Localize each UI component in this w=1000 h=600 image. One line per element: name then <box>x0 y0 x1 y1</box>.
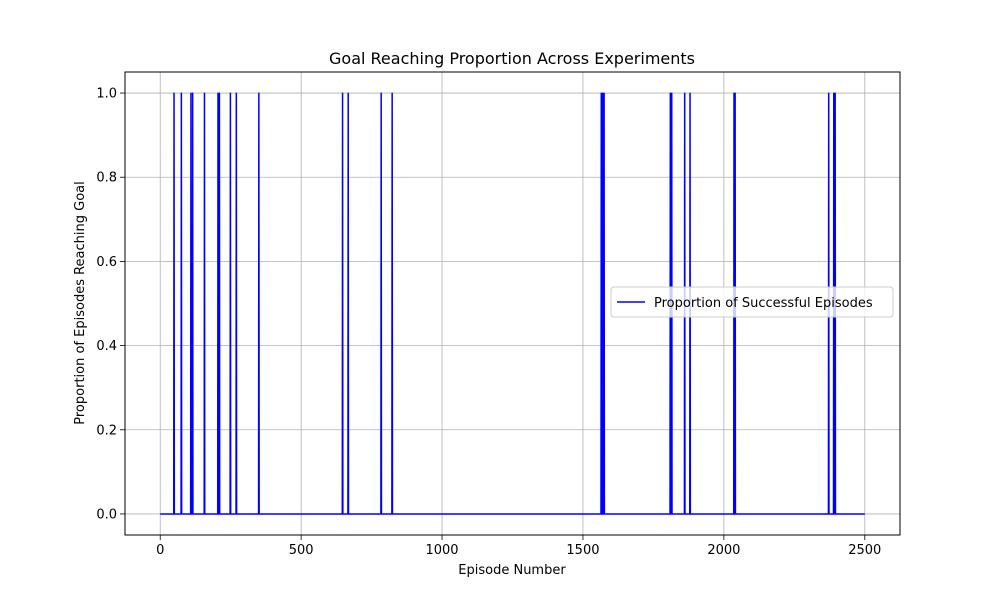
x-tick-label-0: 0 <box>156 543 164 558</box>
y-tick-label-4: 0.8 <box>96 171 117 186</box>
y-tick-label-2: 0.4 <box>96 339 117 354</box>
y-tick-label-3: 0.6 <box>96 255 117 270</box>
success-point-23 <box>828 92 830 94</box>
x-tick-label-1: 500 <box>289 543 314 558</box>
success-point-6 <box>218 92 221 94</box>
legend: Proportion of Successful Episodes <box>610 286 894 318</box>
success-point-13 <box>391 92 393 94</box>
success-point-25 <box>834 92 836 94</box>
plot-frame <box>124 71 901 536</box>
success-point-2 <box>190 92 192 94</box>
x-axis-label: Episode Number <box>458 563 566 578</box>
success-point-22 <box>734 92 736 94</box>
success-point-11 <box>347 92 349 94</box>
success-point-7 <box>229 92 231 94</box>
success-point-18 <box>671 92 673 94</box>
success-point-1 <box>180 92 182 94</box>
success-point-15 <box>602 92 604 94</box>
success-point-4 <box>203 92 206 94</box>
success-point-9 <box>258 92 260 94</box>
success-point-21 <box>733 92 735 94</box>
y-tick-label-5: 1.0 <box>96 87 117 102</box>
success-point-12 <box>380 92 382 94</box>
success-point-0 <box>173 92 175 94</box>
y-tick-label-0: 0.0 <box>96 507 117 522</box>
x-tick-label-5: 2500 <box>848 543 881 558</box>
x-tick-label-4: 2000 <box>707 543 740 558</box>
x-tick-label-3: 1500 <box>566 543 599 558</box>
success-point-14 <box>600 92 602 94</box>
success-point-3 <box>192 92 194 94</box>
ticks-layer: 0 500 1000 1500 2000 2500 0.0 0.2 0.4 0.6 0.8 1.0 <box>96 87 881 558</box>
x-tick-label-2: 1000 <box>425 543 458 558</box>
y-axis-label: Proportion of Episodes Reaching Goal <box>73 181 88 424</box>
legend-entry-label: Proportion of Successful Episodes <box>654 296 873 311</box>
success-point-16 <box>603 92 605 94</box>
success-point-19 <box>684 92 686 94</box>
success-point-24 <box>833 92 835 94</box>
success-point-5 <box>217 92 219 94</box>
success-point-20 <box>689 92 691 94</box>
y-tick-label-1: 0.2 <box>96 423 117 438</box>
legend-box <box>610 286 894 318</box>
series-line-0 <box>160 93 865 515</box>
success-point-8 <box>235 92 237 94</box>
success-point-10 <box>341 92 344 94</box>
series-layer <box>160 92 865 515</box>
chart-title: Goal Reaching Proportion Across Experime… <box>329 49 695 68</box>
success-point-17 <box>669 92 671 94</box>
